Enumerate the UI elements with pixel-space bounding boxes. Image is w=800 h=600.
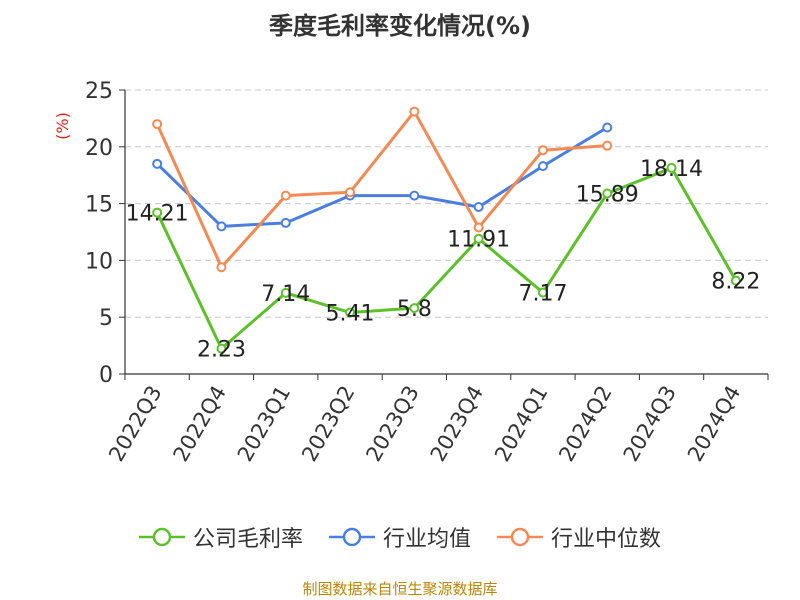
data-point[interactable] bbox=[409, 106, 420, 117]
data-point[interactable] bbox=[345, 187, 356, 198]
data-label: 15.89 bbox=[576, 182, 639, 207]
x-tick-label: 2023Q1 bbox=[233, 382, 295, 466]
x-tick-label: 2022Q4 bbox=[169, 382, 231, 466]
data-label: 2.23 bbox=[197, 338, 246, 363]
legend-item[interactable]: 公司毛利率 bbox=[138, 521, 303, 553]
y-tick-label: 0 bbox=[99, 363, 113, 388]
data-point[interactable] bbox=[602, 188, 613, 199]
y-tick-label: 5 bbox=[99, 306, 113, 331]
x-tick-label: 2024Q4 bbox=[683, 382, 745, 466]
legend-marker-icon bbox=[497, 527, 543, 547]
legend-marker-icon bbox=[138, 527, 185, 547]
y-tick-label: 20 bbox=[85, 136, 113, 161]
data-point[interactable] bbox=[216, 262, 227, 273]
data-point[interactable] bbox=[473, 222, 484, 233]
data-point[interactable] bbox=[730, 275, 741, 286]
data-label: 18.14 bbox=[640, 157, 703, 182]
data-point[interactable] bbox=[152, 207, 163, 218]
data-label: 8.22 bbox=[711, 270, 760, 295]
data-point[interactable] bbox=[473, 233, 484, 244]
data-point[interactable] bbox=[409, 303, 420, 314]
data-point[interactable] bbox=[666, 162, 677, 173]
data-point[interactable] bbox=[345, 307, 356, 318]
x-tick-label: 2024Q2 bbox=[554, 382, 616, 466]
x-tick-label: 2024Q3 bbox=[619, 382, 681, 466]
x-tick-label: 2024Q1 bbox=[490, 382, 552, 466]
y-tick-label: 25 bbox=[85, 79, 113, 104]
x-tick-label: 2023Q3 bbox=[361, 382, 423, 466]
data-label: 5.8 bbox=[397, 297, 432, 322]
chart-title: 季度毛利率变化情况(%) bbox=[269, 12, 531, 40]
data-point[interactable] bbox=[152, 158, 163, 169]
series-lines bbox=[152, 106, 741, 354]
data-label: 11.91 bbox=[447, 228, 510, 253]
data-point[interactable] bbox=[152, 119, 163, 130]
y-tick-label: 10 bbox=[85, 249, 113, 274]
data-label: 5.41 bbox=[326, 302, 375, 327]
data-point[interactable] bbox=[537, 145, 548, 156]
data-point[interactable] bbox=[280, 190, 291, 201]
data-point[interactable] bbox=[602, 122, 613, 133]
x-tick-label: 2022Q3 bbox=[104, 382, 166, 466]
legend: 公司毛利率 行业均值 行业中位数 bbox=[0, 520, 800, 554]
data-point[interactable] bbox=[602, 140, 613, 151]
data-point[interactable] bbox=[537, 287, 548, 298]
data-label: 7.14 bbox=[261, 282, 310, 307]
data-point[interactable] bbox=[216, 221, 227, 232]
y-axis-label: (%) bbox=[53, 112, 72, 140]
legend-label: 行业均值 bbox=[382, 527, 471, 552]
series-line bbox=[156, 126, 609, 228]
y-tick-label: 15 bbox=[85, 193, 113, 218]
data-point[interactable] bbox=[216, 343, 227, 354]
data-label: 14.21 bbox=[126, 202, 189, 227]
legend-label: 公司毛利率 bbox=[192, 527, 303, 552]
grid-lines bbox=[125, 89, 768, 318]
series-line bbox=[155, 166, 738, 351]
data-point[interactable] bbox=[473, 202, 484, 213]
x-tick-label: 2023Q2 bbox=[297, 382, 359, 466]
data-point[interactable] bbox=[537, 161, 548, 172]
legend-item[interactable]: 行业均值 bbox=[328, 521, 471, 553]
series-line bbox=[155, 110, 608, 269]
data-point[interactable] bbox=[409, 190, 420, 201]
data-label: 7.17 bbox=[518, 282, 567, 307]
legend-item[interactable]: 行业中位数 bbox=[497, 521, 661, 553]
x-tick-label: 2023Q4 bbox=[426, 382, 488, 466]
data-point[interactable] bbox=[280, 217, 291, 228]
legend-marker-icon bbox=[328, 527, 375, 547]
data-point[interactable] bbox=[280, 287, 291, 298]
legend-label: 行业中位数 bbox=[551, 527, 662, 552]
source-note: 制图数据来自恒生聚源数据库 bbox=[302, 580, 498, 598]
